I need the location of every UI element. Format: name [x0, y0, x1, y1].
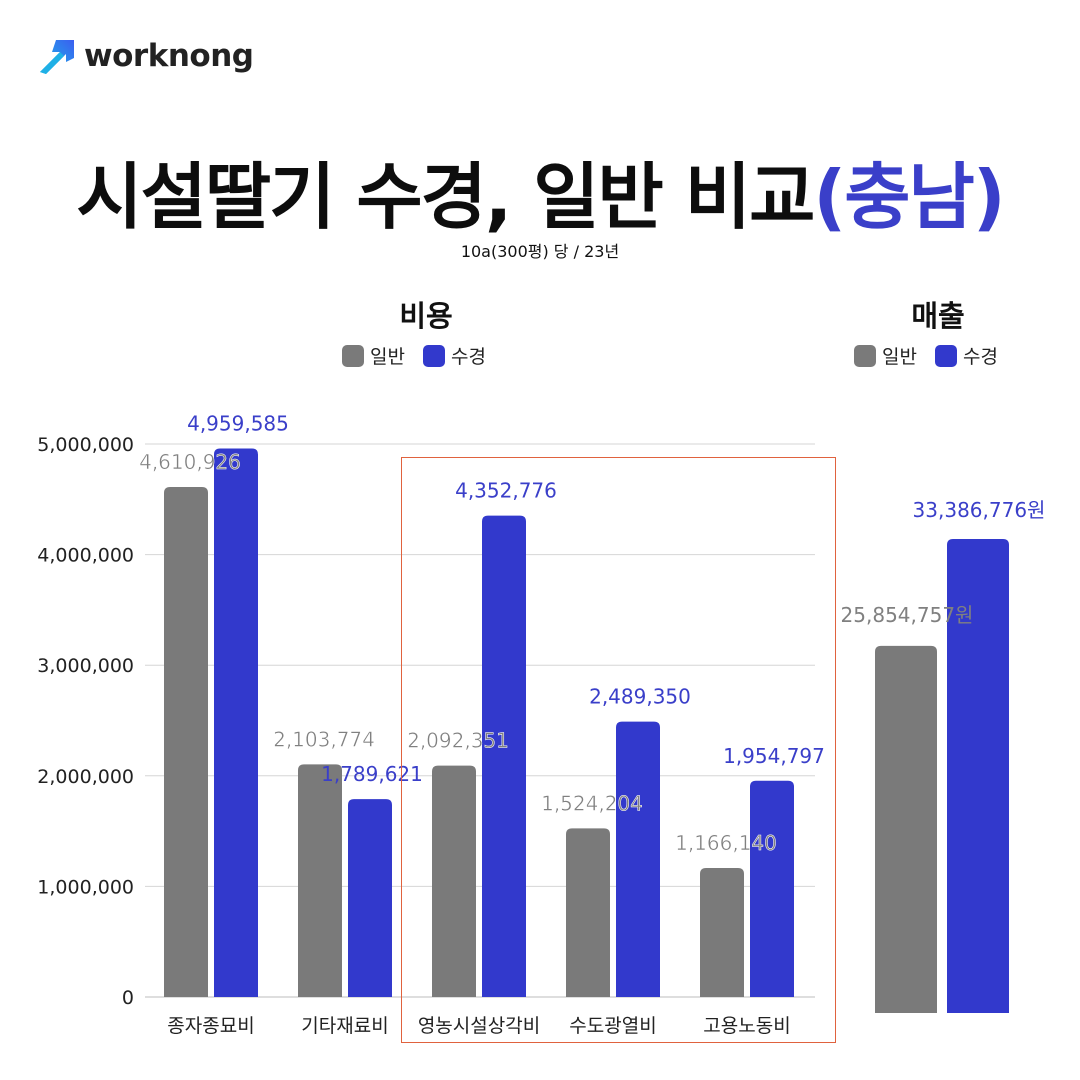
bar-general: [700, 868, 744, 997]
title-region: (충남): [813, 155, 1005, 239]
cost-legend-hydro: 수경: [422, 342, 486, 369]
bar-general: [566, 828, 610, 997]
bar-hydro: [214, 448, 258, 997]
data-label-general: 4,610,926: [139, 450, 241, 474]
cost-legend-general: 일반: [342, 342, 405, 369]
page-title: 시설딸기 수경, 일반 비교(충남): [0, 138, 1080, 243]
x-tick-label: 고용노동비: [703, 1015, 790, 1037]
sales-legend-hydro: 수경: [934, 342, 998, 369]
legend-swatch-hydro: [934, 344, 957, 367]
data-label-hydro: 1,954,797: [723, 744, 825, 768]
data-label-hydro: 4,352,776: [455, 479, 557, 503]
bar-hydro: [348, 799, 392, 997]
highlight-box: [401, 457, 836, 1043]
title-main: 시설딸기 수경, 일반 비교: [76, 155, 815, 239]
y-tick-label: 4,000,000: [37, 545, 134, 567]
data-label-hydro: 4,959,585: [187, 411, 289, 435]
bar-general: [164, 487, 208, 997]
data-label-hydro: 1,789,621: [321, 762, 423, 786]
bar-hydro: [482, 515, 526, 997]
legend-label-hydro: 수경: [450, 346, 486, 368]
logo: worknong: [36, 36, 254, 76]
y-tick-label: 0: [122, 987, 134, 1009]
data-label-general: 2,092,351: [407, 729, 509, 753]
data-label-general: 1,166,140: [675, 831, 777, 855]
sales-legend: 일반 수경: [854, 342, 998, 369]
sales-bar-hydro: [947, 539, 1009, 1013]
sales-chart-title: 매출: [911, 299, 965, 333]
y-tick-label: 1,000,000: [37, 876, 134, 898]
y-tick-label: 5,000,000: [37, 434, 134, 456]
page-subtitle: 10a(300평) 당 / 23년: [460, 242, 620, 261]
bar-general: [432, 765, 476, 997]
logo-text: worknong: [84, 38, 254, 74]
bar-hydro: [750, 780, 794, 997]
data-label-general: 1,524,204: [541, 791, 643, 815]
bar-general: [298, 764, 342, 997]
cost-legend: 일반 수경: [342, 342, 486, 369]
data-label-hydro: 2,489,350: [589, 685, 691, 709]
legend-swatch-general: [854, 344, 876, 367]
cost-chart-title: 비용: [399, 299, 453, 333]
data-label-general: 2,103,774: [273, 727, 375, 751]
x-tick-label: 영농시설상각비: [418, 1015, 540, 1037]
y-tick-label: 2,000,000: [37, 766, 134, 788]
sales-label-hydro: 33,386,776원: [913, 498, 1046, 522]
legend-label-general: 일반: [370, 346, 405, 368]
x-tick-label: 종자종묘비: [167, 1015, 254, 1037]
legend-label-hydro: 수경: [962, 346, 998, 368]
sales-bar-general: [875, 645, 937, 1013]
x-tick-label: 수도광열비: [569, 1015, 656, 1037]
logo-arrow-icon: [40, 40, 74, 74]
bar-hydro: [616, 721, 660, 997]
legend-label-general: 일반: [882, 346, 917, 368]
legend-swatch-hydro: [422, 344, 445, 367]
x-tick-label: 기타재료비: [301, 1015, 388, 1037]
y-tick-label: 3,000,000: [37, 655, 134, 677]
sales-label-general: 25,854,757원: [841, 603, 974, 627]
sales-legend-general: 일반: [854, 342, 917, 369]
legend-swatch-general: [342, 344, 364, 367]
